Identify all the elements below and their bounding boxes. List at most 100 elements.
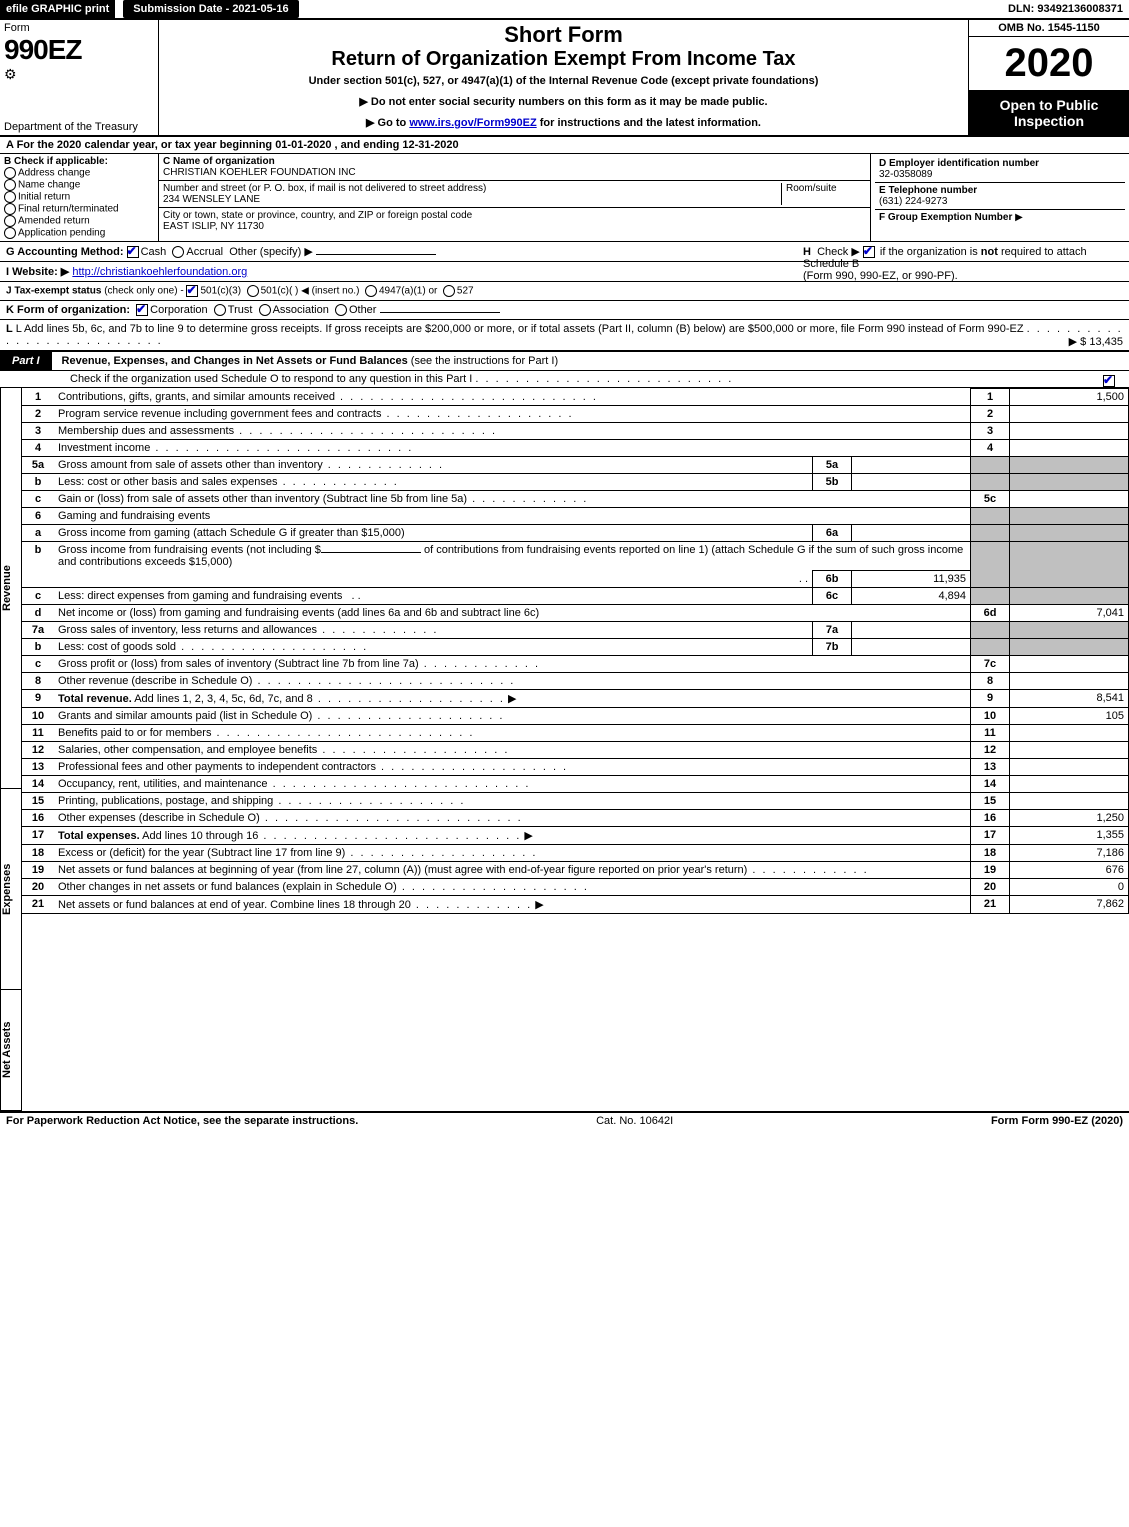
- k-other-radio[interactable]: [335, 304, 347, 316]
- line-10: 10Grants and similar amounts paid (list …: [22, 708, 1129, 725]
- l1-desc: Contributions, gifts, grants, and simila…: [58, 391, 335, 403]
- side-expenses: Expenses: [0, 789, 22, 990]
- line-17: 17Total expenses. Add lines 10 through 1…: [22, 827, 1129, 845]
- h-label: H: [803, 246, 811, 258]
- section-b: B Check if applicable: Address change Na…: [0, 154, 159, 241]
- line-7b: bLess: cost of goods sold7b: [22, 639, 1129, 656]
- final-return-radio[interactable]: [4, 203, 16, 215]
- form-word: Form: [4, 22, 154, 34]
- address-change-radio[interactable]: [4, 167, 16, 179]
- line-a-tax-year: A For the 2020 calendar year, or tax yea…: [0, 137, 1129, 154]
- department-label: Department of the Treasury: [4, 121, 138, 133]
- line-6c: cLess: direct expenses from gaming and f…: [22, 588, 1129, 605]
- line-6a: aGross income from gaming (attach Schedu…: [22, 525, 1129, 542]
- line-j: J Tax-exempt status (check only one) - 5…: [0, 282, 1129, 301]
- line-6b-val: . .6b11,935: [22, 571, 1129, 588]
- h-check: Check ▶: [817, 246, 860, 258]
- opt-initial-return: Initial return: [18, 192, 70, 203]
- j-527-radio[interactable]: [443, 285, 455, 297]
- side-revenue: Revenue: [0, 388, 22, 789]
- l1-box: 1: [971, 389, 1010, 406]
- efile-print-label[interactable]: efile GRAPHIC print: [0, 0, 115, 18]
- part-i-table: 1 Contributions, gifts, grants, and simi…: [22, 388, 1129, 914]
- part-i-title: Revenue, Expenses, and Changes in Net As…: [62, 355, 408, 367]
- part-i-sub: Check if the organization used Schedule …: [70, 373, 472, 385]
- org-address: 234 WENSLEY LANE: [163, 194, 260, 205]
- k-corporation-checkbox[interactable]: [136, 304, 148, 316]
- header-left: Form 990EZ ⚙ Department of the Treasury: [0, 20, 159, 135]
- other-specify-label: Other (specify) ▶: [229, 246, 313, 258]
- line-14: 14Occupancy, rent, utilities, and mainte…: [22, 776, 1129, 793]
- addr-label: Number and street (or P. O. box, if mail…: [163, 183, 486, 194]
- l6b-blank[interactable]: [321, 552, 421, 553]
- line-5a: 5aGross amount from sale of assets other…: [22, 457, 1129, 474]
- line-5c: cGain or (loss) from sale of assets othe…: [22, 491, 1129, 508]
- opt-application-pending: Application pending: [18, 228, 105, 239]
- other-specify-input[interactable]: [316, 254, 436, 255]
- line-7a: 7aGross sales of inventory, less returns…: [22, 622, 1129, 639]
- j-501c3-checkbox[interactable]: [186, 285, 198, 297]
- j-label: J Tax-exempt status: [6, 286, 101, 297]
- side-net-assets: Net Assets: [0, 990, 22, 1111]
- k-trust: Trust: [228, 304, 253, 316]
- schedule-o-checkbox[interactable]: [1103, 375, 1115, 387]
- opt-address-change: Address change: [18, 168, 90, 179]
- line-3: 3Membership dues and assessments3: [22, 423, 1129, 440]
- part-i-header: Part I Revenue, Expenses, and Changes in…: [0, 350, 1129, 371]
- application-pending-radio[interactable]: [4, 227, 16, 239]
- goto-note: ▶ Go to www.irs.gov/Form990EZ for instru…: [163, 116, 964, 129]
- line-6: 6Gaming and fundraising events: [22, 508, 1129, 525]
- k-corporation: Corporation: [150, 304, 207, 316]
- goto-pre: ▶ Go to: [366, 117, 409, 129]
- line-7c: cGross profit or (loss) from sales of in…: [22, 656, 1129, 673]
- org-city: EAST ISLIP, NY 11730: [163, 221, 264, 232]
- section-d-f: D Employer identification number 32-0358…: [871, 154, 1129, 241]
- name-change-radio[interactable]: [4, 179, 16, 191]
- group-exemption-label: F Group Exemption Number: [879, 212, 1012, 223]
- top-bar: efile GRAPHIC print Submission Date - 20…: [0, 0, 1129, 20]
- line-1: 1 Contributions, gifts, grants, and simi…: [22, 389, 1129, 406]
- line-16: 16Other expenses (describe in Schedule O…: [22, 810, 1129, 827]
- line-5b: bLess: cost or other basis and sales exp…: [22, 474, 1129, 491]
- l-amount: ▶ $ 13,435: [1069, 335, 1123, 348]
- irs-seal-icon: ⚙: [4, 66, 154, 83]
- part-i-tag: Part I: [0, 352, 52, 370]
- line-9: 9Total revenue. Add lines 1, 2, 3, 4, 5c…: [22, 690, 1129, 708]
- line-15: 15Printing, publications, postage, and s…: [22, 793, 1129, 810]
- page-footer: For Paperwork Reduction Act Notice, see …: [0, 1111, 1129, 1129]
- dots-icon: [475, 373, 733, 385]
- k-association: Association: [273, 304, 329, 316]
- k-association-radio[interactable]: [259, 304, 271, 316]
- website-link[interactable]: http://christiankoehlerfoundation.org: [72, 266, 247, 278]
- j-501c-radio[interactable]: [247, 285, 259, 297]
- dln: DLN: 93492136008371: [1008, 3, 1129, 15]
- h-checkbox[interactable]: [863, 246, 875, 258]
- k-other-input[interactable]: [380, 312, 500, 313]
- g-label: G Accounting Method:: [6, 246, 124, 258]
- h-not: not: [981, 246, 998, 258]
- accrual-radio[interactable]: [172, 246, 184, 258]
- c-name-label: C Name of organization: [163, 156, 275, 167]
- pra-notice: For Paperwork Reduction Act Notice, see …: [6, 1115, 358, 1127]
- org-name: CHRISTIAN KOEHLER FOUNDATION INC: [163, 167, 356, 178]
- open-to-public: Open to Public Inspection: [969, 91, 1129, 135]
- line-k: K Form of organization: Corporation Trus…: [0, 301, 1129, 320]
- amended-return-radio[interactable]: [4, 215, 16, 227]
- cash-checkbox[interactable]: [127, 246, 139, 258]
- k-trust-radio[interactable]: [214, 304, 226, 316]
- ein-label: D Employer identification number: [879, 158, 1039, 169]
- line-20: 20Other changes in net assets or fund ba…: [22, 879, 1129, 896]
- opt-final-return: Final return/terminated: [18, 204, 119, 215]
- tax-year: 2020: [969, 37, 1129, 91]
- omb-number: OMB No. 1545-1150: [969, 20, 1129, 37]
- l-text: L Add lines 5b, 6c, and 7b to line 9 to …: [16, 323, 1024, 335]
- l1-val: 1,500: [1010, 389, 1129, 406]
- tel-label: E Telephone number: [879, 185, 977, 196]
- instructions-link[interactable]: www.irs.gov/Form990EZ: [409, 117, 536, 129]
- j-4947-radio[interactable]: [365, 285, 377, 297]
- line-13: 13Professional fees and other payments t…: [22, 759, 1129, 776]
- line-6d: dNet income or (loss) from gaming and fu…: [22, 605, 1129, 622]
- initial-return-radio[interactable]: [4, 191, 16, 203]
- line-8: 8Other revenue (describe in Schedule O)8: [22, 673, 1129, 690]
- opt-amended-return: Amended return: [18, 216, 90, 227]
